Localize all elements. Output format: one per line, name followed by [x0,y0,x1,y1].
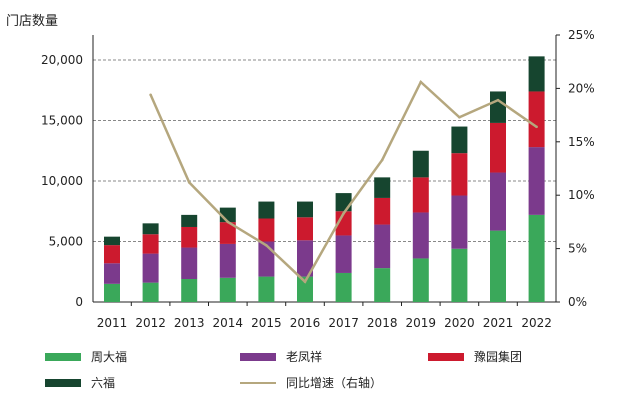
growth-point [149,93,152,97]
bar-segment [335,211,352,236]
x-tick-label: 2015 [251,316,282,330]
legend-item: 老凤祥 [240,348,322,365]
legend-item: 六福 [45,374,115,391]
growth-point [380,158,384,162]
growth-point [265,244,268,247]
bar-segment [181,279,198,302]
bar-segment [297,217,313,241]
bar-segment [219,222,236,244]
x-tick-label: 2016 [290,316,321,330]
legend-item: 同比增速（右轴） [240,374,382,391]
x-tick-label: 2013 [174,316,205,330]
x-tick-label: 2014 [213,316,244,330]
growth-point [419,80,423,84]
bar-segment [412,150,429,178]
growth-point [458,115,461,119]
bar-segment [490,122,506,173]
legend-item: 豫园集团 [428,348,522,365]
x-tick-label: 2022 [521,316,552,330]
bar-segment [412,212,429,259]
legend-label: 同比增速（右轴） [286,376,383,390]
right-tick-label: 10% [568,188,595,202]
bar-segment [258,201,275,219]
bar-segment [528,91,545,148]
bar-segment [142,234,159,254]
bar-segment [451,153,468,196]
right-tick-label: 20% [568,81,595,95]
legend-label: 老凤祥 [286,350,323,364]
bar-segment [104,245,120,264]
x-tick-label: 2019 [406,316,437,330]
x-tick-label: 2020 [444,316,475,330]
growth-point [303,280,307,284]
bar-segment [104,283,120,302]
bar-segment [181,214,198,227]
bar-segment [142,223,159,235]
bar-segment [490,230,506,302]
growth-point [342,212,345,215]
legend-swatch [45,352,81,361]
legend-label: 周大福 [91,350,128,364]
bar-segment [374,197,391,225]
right-tick-label: 15% [568,135,595,149]
x-tick-label: 2018 [367,316,398,330]
bar-segment [451,195,468,249]
left-tick-label: 15,000 [41,114,83,128]
legend-item: 周大福 [45,348,127,365]
growth-point [226,220,230,224]
bar-segment [412,177,429,213]
left-axis-title: 门店数量 [6,14,59,29]
bar-segment [528,147,545,215]
x-tick-label: 2017 [328,316,359,330]
bar-segment [181,247,198,280]
bar-segment [374,268,391,302]
bar-segment [451,126,468,154]
bar-segment [528,56,545,92]
x-tick-label: 2011 [97,316,128,330]
legend-swatch [240,381,276,384]
bar-segment [335,193,352,212]
bar-segment [142,253,159,283]
bar-segment [181,226,198,248]
bar-segment [528,214,545,302]
growth-point [496,98,500,102]
bar-segment [297,240,313,277]
bar-segment [104,263,120,284]
bar-segment [374,224,391,269]
bar-segment [490,172,506,231]
legend-label: 六福 [91,376,116,390]
bar-segment [297,201,313,218]
x-tick-label: 2012 [135,316,166,330]
bar-segment [412,258,429,302]
bar-segment [258,276,275,302]
growth-point [187,181,191,184]
left-tick-label: 10,000 [41,174,83,188]
legend-swatch [240,352,276,361]
bar-segment [104,236,120,246]
x-tick-label: 2021 [483,316,514,330]
right-tick-label: 5% [568,242,587,256]
legend-swatch [45,378,81,387]
bar-segment [142,282,159,302]
left-tick-label: 20,000 [41,53,83,67]
bar-segment [335,235,352,273]
bar-segment [335,272,352,302]
bar-segment [219,277,236,302]
bar-segment [374,177,391,198]
growth-point [535,125,538,129]
right-tick-label: 25% [568,28,595,42]
bar-segment [490,91,506,123]
bar-segment [219,243,236,278]
bar-segment [297,276,313,302]
legend-swatch [428,352,464,361]
left-tick-label: 0 [75,295,83,309]
left-tick-label: 5,000 [49,235,83,249]
bar-segment [258,218,275,242]
right-tick-label: 0% [568,295,587,309]
legend-label: 豫园集团 [474,350,523,364]
bar-segment [451,248,468,302]
